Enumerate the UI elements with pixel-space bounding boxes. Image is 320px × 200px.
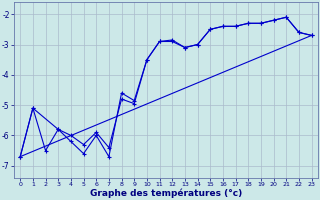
X-axis label: Graphe des températures (°c): Graphe des températures (°c): [90, 188, 242, 198]
